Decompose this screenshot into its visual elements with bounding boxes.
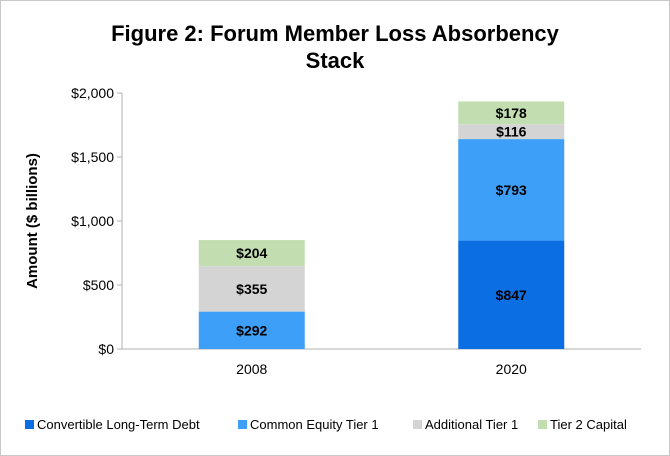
legend-swatch [413, 420, 422, 429]
data-label: $116 [496, 124, 527, 140]
y-tick-label: $2,000 [71, 85, 114, 101]
x-axis-ticks: 2008 2020 [236, 361, 527, 377]
bar-segment [198, 240, 305, 267]
y-axis-label: Amount ($ billions) [24, 153, 41, 289]
bar-segment [458, 124, 565, 140]
data-label: $793 [496, 182, 527, 198]
chart-title-line-2: Stack [306, 48, 365, 73]
y-axis-ticks: $0 $500 $1,000 $1,500 $2,000 [71, 85, 122, 357]
bar-stacks: $292 $355 $204 $847 $793 $116 $178 [198, 101, 565, 349]
bar-segment [198, 266, 305, 312]
data-label: $292 [236, 322, 267, 338]
data-label: $355 [236, 281, 267, 297]
bar-segment [198, 311, 305, 349]
legend-swatch [538, 420, 547, 429]
x-tick-label: 2008 [236, 361, 267, 377]
bar-segment [458, 139, 565, 241]
y-tick-label: $1,500 [71, 149, 114, 165]
data-label: $178 [496, 105, 527, 121]
legend-swatch [238, 420, 247, 429]
bar-segment [458, 240, 565, 349]
y-tick-label: $0 [98, 341, 114, 357]
y-tick-label: $1,000 [71, 213, 114, 229]
y-tick-label: $500 [83, 277, 114, 293]
legend-label: Tier 2 Capital [550, 417, 627, 432]
legend-swatch [25, 420, 34, 429]
legend-label: Additional Tier 1 [425, 417, 518, 432]
bar-segment [458, 101, 565, 125]
chart-title-line-1: Figure 2: Forum Member Loss Absorbency [111, 21, 560, 46]
data-label: $204 [236, 245, 267, 261]
data-label: $847 [496, 287, 527, 303]
legend: Convertible Long-Term Debt Common Equity … [25, 417, 627, 432]
x-tick-label: 2020 [496, 361, 527, 377]
legend-label: Common Equity Tier 1 [250, 417, 379, 432]
legend-label: Convertible Long-Term Debt [37, 417, 200, 432]
